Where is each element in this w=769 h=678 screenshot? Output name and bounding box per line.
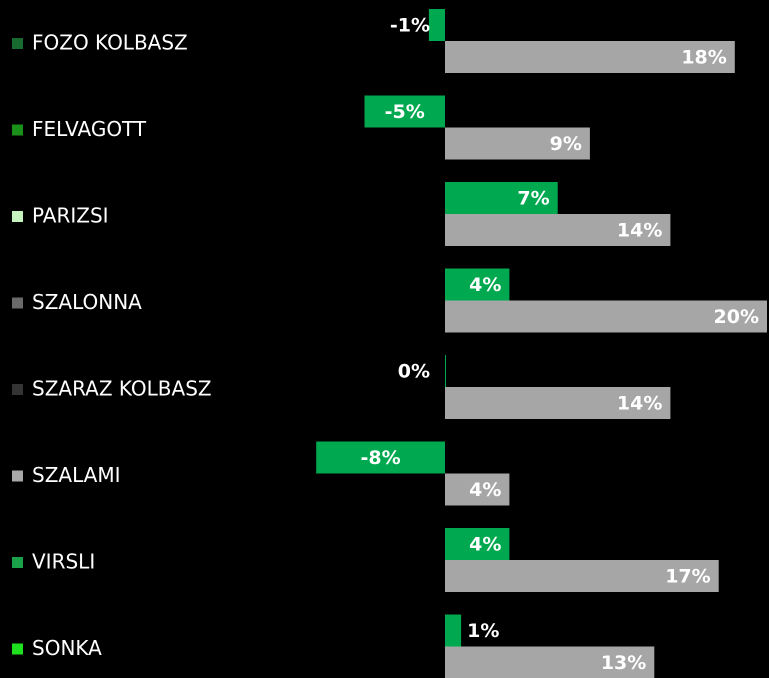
value-label: 9% <box>550 133 582 155</box>
value-label: 18% <box>681 47 726 69</box>
category-label: SZARAZ KOLBASZ <box>32 377 212 401</box>
bar <box>445 528 510 560</box>
category-marker <box>12 470 23 482</box>
category-marker <box>12 384 23 395</box>
bar <box>445 214 671 246</box>
bar <box>445 614 462 647</box>
category-marker <box>12 643 23 655</box>
category-marker <box>12 557 23 568</box>
bar <box>445 355 446 387</box>
bar <box>445 387 671 419</box>
category-label: FELVAGOTT <box>32 117 147 141</box>
value-label: 0% <box>398 361 430 383</box>
value-label: 14% <box>617 220 662 242</box>
value-label: -8% <box>361 447 401 469</box>
category-marker <box>12 38 23 49</box>
category-label: PARIZSI <box>32 204 109 228</box>
bar <box>445 560 719 592</box>
bar <box>445 182 558 214</box>
bar <box>445 41 735 73</box>
category-label: SZALAMI <box>32 463 121 487</box>
value-label: 14% <box>617 393 662 415</box>
value-label: 20% <box>714 306 759 328</box>
bar <box>445 473 510 506</box>
bar <box>445 127 590 160</box>
category-label: VIRSLI <box>32 550 95 574</box>
bar <box>445 268 510 301</box>
bar <box>445 300 767 333</box>
bar <box>428 9 445 41</box>
category-marker <box>12 124 23 136</box>
value-label: 7% <box>517 188 549 210</box>
value-label: 13% <box>601 652 646 674</box>
category-marker <box>12 211 23 222</box>
category-label: FOZO KOLBASZ <box>32 31 188 55</box>
bar <box>316 441 445 474</box>
category-label: SZALONNA <box>32 290 142 314</box>
value-label: 4% <box>469 534 501 556</box>
bar <box>445 646 655 678</box>
value-label: 17% <box>665 566 710 588</box>
bar <box>364 95 445 128</box>
value-label: 1% <box>467 620 499 642</box>
value-label: -1% <box>390 15 430 37</box>
value-label: 4% <box>469 274 501 296</box>
category-label: SONKA <box>32 636 102 660</box>
value-label: -5% <box>385 101 425 123</box>
value-label: 4% <box>469 479 501 501</box>
category-marker <box>12 297 23 309</box>
